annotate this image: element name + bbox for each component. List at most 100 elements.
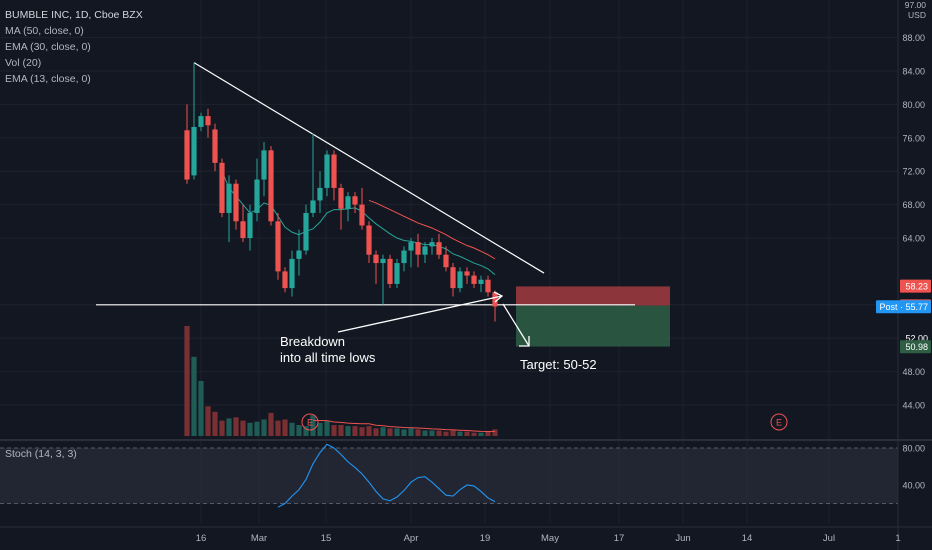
volume-bar: [492, 429, 498, 436]
trendline: [193, 62, 545, 274]
price-tick-label: 80.00: [902, 100, 925, 110]
candle-body: [415, 242, 421, 255]
candle-body: [240, 221, 246, 238]
volume-ma-line: [312, 419, 496, 432]
chart-legend: BUMBLE INC, 1D, Cboe BZX MA (50, close, …: [5, 7, 143, 87]
candle-body: [352, 196, 358, 205]
currency-unit: USD: [908, 10, 926, 20]
volume-bar: [429, 430, 435, 436]
volume-bar: [338, 425, 344, 436]
legend-title: BUMBLE INC, 1D, Cboe BZX: [5, 9, 143, 21]
candle-body: [205, 116, 211, 126]
candle-body: [429, 242, 435, 247]
volume-bar: [415, 429, 421, 436]
candle-body: [387, 258, 393, 284]
candle-body: [408, 242, 414, 251]
volume-bar: [212, 411, 218, 436]
volume-bar: [310, 415, 316, 436]
volume-bar: [254, 421, 260, 436]
target-zone: [516, 305, 670, 347]
candle-body: [303, 212, 309, 251]
volume-bar: [268, 412, 274, 436]
candle-body: [401, 250, 407, 264]
candle-body: [492, 292, 498, 307]
volume-bar: [478, 432, 484, 436]
price-tick-label: 76.00: [902, 133, 925, 143]
candle-body: [233, 183, 239, 222]
earnings-marker: [301, 413, 319, 431]
candle-body: [422, 246, 428, 255]
price-tick-label: 72.00: [902, 167, 925, 177]
time-tick-label: Jun: [675, 533, 690, 544]
candle-body: [457, 271, 463, 289]
candle-body: [471, 275, 477, 284]
candle-body: [324, 154, 330, 188]
legend-item-ema13[interactable]: EMA (13, close, 0): [5, 73, 91, 85]
legend-item-vol[interactable]: Vol (20): [5, 57, 42, 69]
candle-body: [331, 154, 337, 188]
candle-body: [289, 258, 295, 289]
price-label-text: 50.98: [905, 342, 928, 352]
candle-body: [247, 212, 253, 238]
volume-bar: [422, 430, 428, 436]
candle-body: [338, 187, 344, 209]
price-label-box: [900, 340, 931, 354]
time-tick-label: Mar: [251, 533, 267, 544]
stoch-legend[interactable]: Stoch (14, 3, 3): [5, 448, 77, 460]
volume-bar: [191, 356, 197, 436]
candle-body: [359, 204, 365, 226]
time-tick-label: Apr: [404, 533, 419, 544]
volume-bar: [450, 430, 456, 436]
volume-bar: [317, 422, 323, 436]
legend-item-ema30[interactable]: EMA (30, close, 0): [5, 41, 91, 53]
breakdown-line2: into all time lows: [280, 350, 376, 365]
price-tick-label: 44.00: [902, 401, 925, 411]
legend-item-ma50[interactable]: MA (50, close, 0): [5, 25, 84, 37]
volume-bar: [345, 426, 351, 436]
price-tick-label: 88.00: [902, 33, 925, 43]
candle-body: [310, 200, 316, 213]
candle-body: [443, 254, 449, 268]
stoch-line: [277, 443, 496, 508]
candle-body: [380, 258, 386, 264]
volume-bar: [464, 431, 470, 436]
candle-body: [282, 271, 288, 289]
volume-bar: [471, 432, 477, 436]
stoch-tick-label: 80.00: [902, 444, 925, 454]
volume-bar: [226, 418, 232, 436]
volume-bar: [443, 431, 449, 436]
volume-bar: [261, 419, 267, 436]
volume-bar: [240, 420, 246, 436]
target-annotation: Target: 50-52: [520, 357, 597, 372]
earnings-marker: [770, 413, 788, 431]
stoch-tick-label: 40.00: [902, 481, 925, 491]
stoch-band: [0, 448, 898, 504]
target-arrow: [502, 303, 530, 347]
volume-bar: [331, 425, 337, 436]
candle-body: [317, 187, 323, 201]
candle-body: [219, 162, 225, 213]
candle-body: [184, 130, 190, 180]
volume-bar: [198, 381, 204, 436]
time-tick-label: 14: [742, 533, 753, 544]
candle-body: [345, 196, 351, 209]
time-tick-label: 19: [480, 533, 491, 544]
candle-body: [450, 267, 456, 289]
volume-bar: [485, 431, 491, 436]
volume-bar: [205, 406, 211, 436]
volume-bar: [408, 428, 414, 436]
stop-zone: [516, 286, 670, 306]
price-tick-label: 84.00: [902, 67, 925, 77]
candle-body: [464, 271, 470, 276]
volume-bar: [387, 428, 393, 436]
price-label-box: [876, 300, 931, 314]
breakdown-annotation: Breakdown into all time lows: [280, 334, 375, 366]
volume-bar: [457, 431, 463, 436]
candle-body: [436, 242, 442, 255]
volume-bar: [380, 427, 386, 436]
candle-body: [212, 129, 218, 163]
volume-bar: [219, 420, 225, 436]
volume-bar: [282, 419, 288, 436]
currency-label: 97.00 USD: [905, 0, 926, 20]
time-tick-label: Jul: [823, 533, 835, 544]
